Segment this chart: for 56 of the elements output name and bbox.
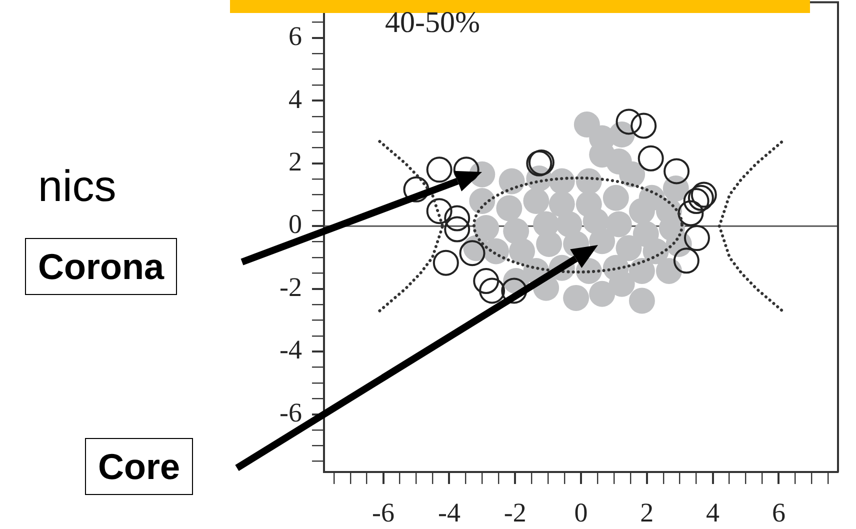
point (619, 161, 646, 188)
point (630, 112, 657, 139)
point (501, 278, 528, 304)
point (473, 268, 500, 294)
x-tick-label: -4 (438, 497, 461, 528)
point (432, 250, 459, 276)
text: Core (85, 438, 194, 496)
point (602, 184, 629, 211)
point (673, 248, 700, 274)
point (473, 215, 500, 242)
point (608, 270, 635, 297)
point (503, 218, 530, 244)
x-tick-label: 6 (772, 497, 786, 528)
point (628, 198, 655, 224)
point (509, 238, 536, 264)
y-tick-label: -6 (280, 397, 302, 428)
text: Corona (25, 238, 177, 296)
point (616, 108, 642, 135)
y-tick-label: -4 (280, 334, 302, 365)
point (426, 198, 452, 224)
point (664, 158, 690, 184)
point (589, 228, 616, 254)
point (426, 156, 452, 183)
point (523, 188, 550, 214)
point (683, 188, 710, 214)
point (684, 225, 710, 252)
x-tick-label: 4 (706, 497, 720, 528)
y-tick-label: 4 (288, 84, 302, 114)
point (469, 188, 496, 214)
y-tick-label: 2 (288, 146, 302, 176)
point (459, 240, 486, 266)
point (536, 231, 562, 257)
annotation: 40-50% (385, 6, 480, 40)
x-tick-label: 0 (574, 497, 588, 528)
point (496, 195, 522, 222)
point (628, 258, 655, 284)
x-tick-label: -2 (504, 497, 526, 528)
point (444, 216, 470, 242)
point (589, 280, 616, 307)
point (628, 288, 655, 314)
point (479, 278, 506, 304)
x-tick-label: -6 (372, 497, 395, 528)
y-tick-label: -2 (280, 272, 302, 302)
point (638, 145, 664, 172)
point (656, 258, 682, 284)
text: nics (38, 162, 116, 212)
y-tick-label: 6 (288, 21, 302, 52)
point (548, 191, 575, 218)
point (498, 168, 525, 194)
x-tick-label: 2 (640, 497, 654, 528)
point (444, 205, 470, 232)
point (606, 211, 632, 238)
point (563, 284, 590, 311)
y-tick-label: 0 (288, 209, 302, 240)
point (678, 200, 704, 226)
point (616, 235, 642, 262)
